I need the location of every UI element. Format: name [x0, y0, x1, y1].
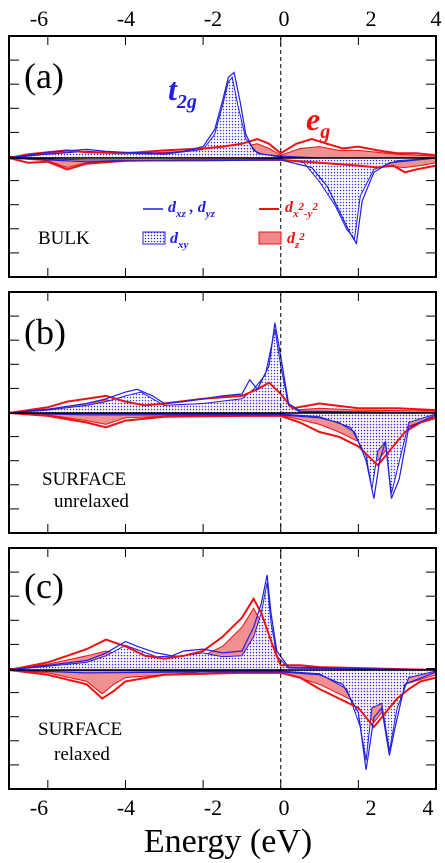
t2g-label: t2g [168, 71, 197, 113]
top-tick-label: -2 [204, 6, 222, 31]
panel-frame [8, 35, 437, 278]
bottom-tick-label: 2 [366, 795, 377, 820]
dxz-dyz-line-up [8, 322, 437, 414]
panel-c: (c) SURFACE relaxed [8, 547, 437, 790]
top-tick-label: -4 [117, 6, 135, 31]
top-tick-label: 0 [279, 6, 290, 31]
panel-frame [8, 547, 437, 790]
dx2y2-line-down [8, 412, 437, 467]
dxz-dyz-line-down [8, 669, 437, 770]
top-tick-label: -6 [30, 6, 48, 31]
panel-label: (b) [24, 312, 66, 352]
panel-text-line: unrelaxed [54, 491, 129, 512]
dxz-dyz-line-down [8, 157, 437, 246]
legend-entry-dx2y2: dx2-y2 [285, 199, 319, 220]
legend-entry-dz2: dz2 [287, 230, 305, 251]
dx2y2-line-up [8, 137, 437, 159]
bottom-tick-labels: -6 -4 -2 0 2 4 [30, 795, 434, 820]
panel-frame [8, 291, 437, 534]
legend: dxz , dyz dxy dx2-y2 dz2 [142, 199, 319, 251]
bottom-tick-label: 4 [423, 795, 434, 820]
dz2-area-down [8, 669, 437, 724]
panel-label: (a) [24, 56, 64, 96]
dxy-area-down [8, 157, 437, 241]
bottom-tick-label: -6 [30, 795, 48, 820]
eg-label: eg [306, 101, 330, 143]
dxy-area-down [8, 412, 437, 494]
bottom-tick-label: -2 [204, 795, 222, 820]
legend-entry-dxz-dyz: dxz , dyz [168, 199, 216, 220]
top-tick-labels: -6 -4 -2 0 2 4 [30, 6, 442, 31]
panel-text-line: SURFACE [42, 469, 126, 490]
panel-text-line: SURFACE [38, 719, 122, 740]
x-axis-title: Energy (eV) [144, 823, 312, 860]
panel-a: (a) BULK t2g eg dxz , dyz dxy dx2-y2 dz2 [8, 35, 437, 278]
dx2y2-line-up [8, 381, 437, 414]
legend-swatch-dz2 [258, 231, 282, 245]
panel-text-line: BULK [38, 228, 90, 249]
legend-entry-dxy: dxy [170, 230, 189, 251]
dxy-area-down [8, 669, 437, 761]
bottom-tick-label: 0 [279, 795, 290, 820]
dx2y2-line-down [8, 669, 437, 729]
dx2y2-line-up [8, 596, 437, 671]
dxy-area-up [8, 582, 437, 671]
panel-text-line: relaxed [54, 744, 110, 765]
panel-label: (c) [24, 566, 64, 606]
top-tick-label: 2 [366, 6, 377, 31]
dxz-dyz-line-up [8, 574, 437, 671]
top-tick-label: 4 [431, 6, 442, 31]
bottom-tick-label: -4 [117, 795, 135, 820]
legend-swatch-dxy [142, 231, 166, 245]
dxz-dyz-line-up [8, 71, 436, 159]
dxz-dyz-line-down [8, 412, 437, 499]
panel-b: (b) SURFACE unrelaxed [8, 291, 437, 534]
